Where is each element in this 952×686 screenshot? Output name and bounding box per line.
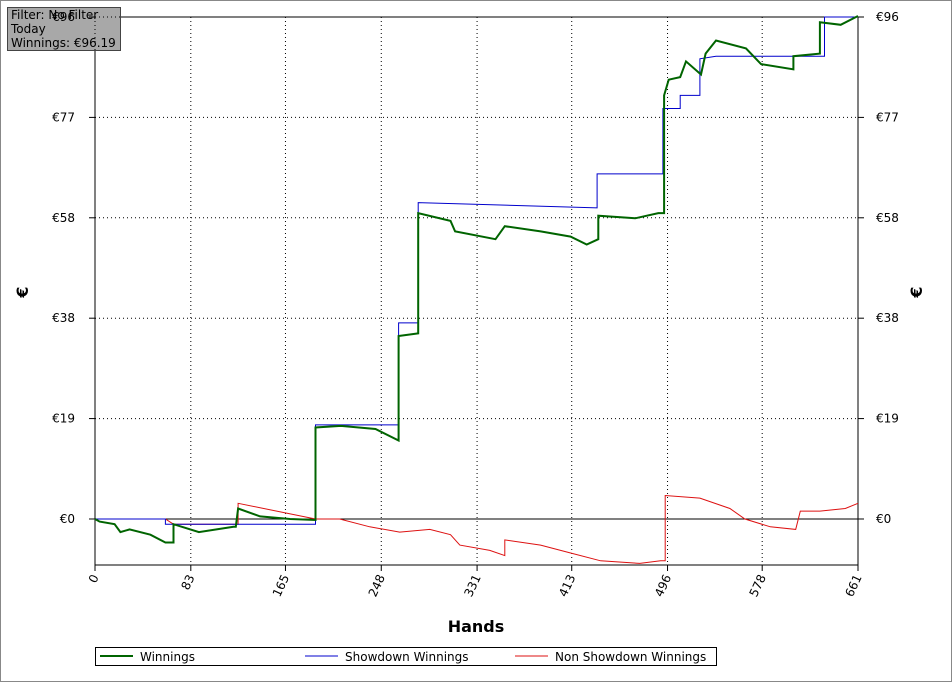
series-line	[95, 16, 858, 525]
y-axis-label: €	[13, 286, 32, 298]
info-box	[7, 7, 121, 51]
info-text: Winnings: €96.19	[11, 36, 116, 50]
y-tick-label: €58	[52, 211, 75, 225]
x-axis-label: Hands	[448, 617, 505, 636]
y2-tick-label: €58	[876, 211, 899, 225]
legend-label: Showdown Winnings	[345, 650, 469, 664]
y2-tick-label: €77	[876, 110, 899, 124]
y2-axis-label: €	[907, 286, 926, 298]
x-tick-label: 83	[178, 572, 197, 592]
legend-label: Winnings	[140, 650, 195, 664]
series-line	[94, 15, 859, 544]
y2-tick-label: €19	[876, 412, 899, 426]
info-text: Today	[10, 22, 46, 36]
legend-label: Non Showdown Winnings	[555, 650, 706, 664]
y2-tick-label: €38	[876, 311, 899, 325]
plot-area	[94, 16, 859, 566]
y-tick-label: €19	[52, 412, 75, 426]
y-tick-label: €0	[60, 512, 75, 526]
y-tick-label: €96	[52, 10, 75, 24]
y2-tick-label: €0	[876, 512, 891, 526]
info-text: Filter: No Filter	[11, 8, 98, 22]
y2-tick-label: €96	[876, 10, 899, 24]
y-tick-label: €77	[52, 110, 75, 124]
y-tick-label: €38	[52, 311, 75, 325]
legend	[95, 647, 717, 666]
